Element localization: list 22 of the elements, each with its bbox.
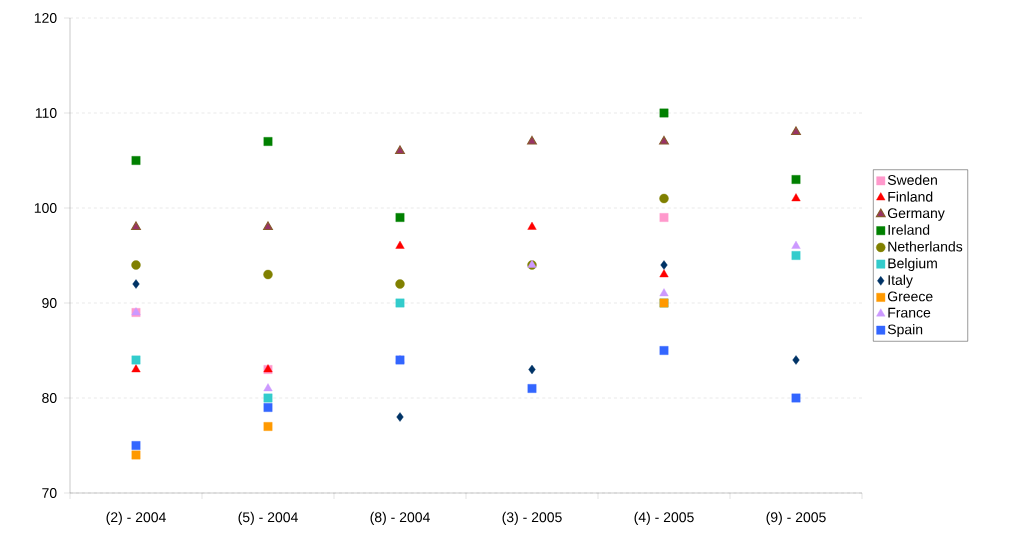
x-tick-label: (8) - 2004 — [370, 511, 430, 525]
legend-label: Italy — [888, 274, 913, 288]
legend-label: Netherlands — [888, 241, 963, 252]
x-tick-label: (5) - 2004 — [238, 511, 298, 525]
x-tick-label: (9) - 2005 — [766, 511, 826, 525]
y-tick-label: 120 — [34, 13, 57, 23]
legend-label: Spain — [887, 324, 923, 338]
legend-label: Ireland — [888, 224, 930, 235]
y-tick-label: 100 — [34, 203, 57, 213]
legend-label: Belgium — [888, 258, 937, 272]
legend-label: Finland — [888, 191, 933, 202]
legend-label: Greece — [887, 291, 933, 302]
y-tick-label: 70 — [42, 488, 57, 498]
y-tick-label: 90 — [42, 298, 57, 308]
legend-label: France — [888, 307, 931, 318]
y-tick-label: 110 — [35, 108, 57, 118]
legend-label: Sweden — [887, 174, 937, 186]
y-tick-label: 80 — [42, 393, 57, 403]
x-tick-label: (3) - 2005 — [502, 511, 562, 525]
x-tick-label: (2) - 2004 — [106, 511, 166, 525]
legend-label: Germany — [887, 208, 945, 221]
x-tick-label: (4) - 2005 — [634, 511, 694, 525]
